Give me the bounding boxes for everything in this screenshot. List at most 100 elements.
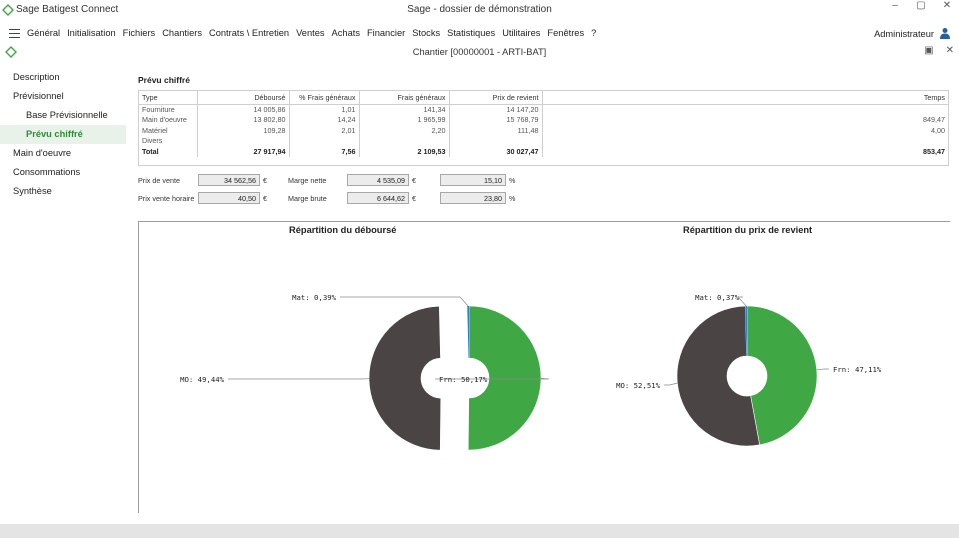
table-row[interactable]: Matériel 109,28 2,01 2,20 111,48 4,00 [139,125,948,136]
margin-form: Prix de vente 34 562,56 € Prix vente hor… [138,173,538,207]
menu-item[interactable]: Initialisation [67,28,116,38]
menu-item[interactable]: Général [27,28,61,38]
menu-item[interactable]: Utilitaires [502,28,541,38]
app-title: Sage Batigest Connect [16,4,119,15]
slice-label: Frn: 47,11% [833,365,882,374]
sidebar-item-base-previsionnelle[interactable]: Base Prévisionnelle [26,110,108,120]
slice-label: MO: 52,51% [616,381,661,390]
table-cell: Matériel [139,125,198,136]
prix-horaire-label: Prix vente horaire [138,194,195,203]
table-cell [197,135,290,146]
donut-slice[interactable] [368,305,442,451]
marge-nette-field[interactable]: 4 535,09 [347,174,409,186]
prix-vente-label: Prix de vente [138,176,180,185]
marge-brute-pct-field[interactable]: 23,80 [440,192,506,204]
prix-vente-unit: € [263,176,267,185]
column-header[interactable]: Prix de revient [449,91,543,105]
leader-line [664,382,678,386]
table-total-cell: 853,47 [923,146,945,156]
marge-nette-pct-field[interactable]: 15,10 [440,174,506,186]
restore-icon[interactable]: ▣ [924,45,934,56]
table-total-row: Total 27 917,94 7,56 2 109,53 30 027,47 853,4… [139,146,948,157]
minimize-icon[interactable]: – [892,0,898,11]
donut-slice[interactable] [746,305,818,446]
column-header[interactable]: Frais généraux [359,91,450,105]
close-document-icon[interactable]: ✕ [945,45,954,56]
table-cell: 1,01 [289,104,360,115]
sidebar-item-consommations[interactable]: Consommations [13,167,81,177]
column-header[interactable]: Temps [542,91,948,105]
table-cell: 2,01 [289,125,360,136]
sidebar: Description Prévisionnel Base Prévisionn… [0,68,126,201]
table-cell: 14 005,86 [197,104,290,115]
table-cell [289,135,360,146]
table-total-cell: 7,56 [289,146,360,157]
menu-item[interactable]: Statistiques [447,28,496,38]
slice-label: Mat: 0,39% [292,293,337,302]
slice-label: MO: 49,44% [180,375,225,384]
user-icon[interactable] [939,27,951,39]
table-cell [359,135,450,146]
table-row[interactable]: Fourniture 14 005,86 1,01 141,34 14 147,20 [139,104,948,115]
column-header[interactable]: Type [139,91,198,105]
marge-nette-unit: € [412,176,416,185]
leader-line [340,296,469,307]
menu-item[interactable]: ? [591,28,597,38]
table-cell: Divers [139,135,198,146]
home-icon[interactable] [5,46,17,58]
menu-item[interactable]: Stocks [412,28,441,38]
maximize-icon[interactable]: ▢ [916,0,926,11]
marge-brute-field[interactable]: 6 644,62 [347,192,409,204]
marge-brute-unit: € [412,194,416,203]
menu-item[interactable]: Contrats \ Entretien [209,28,290,38]
document-bar: Chantier [00000001 - ARTI-BAT] ▣ ✕ [0,44,959,60]
table-cell: 14,24 [289,114,360,125]
sidebar-item-prevu-chiffre[interactable]: Prévu chiffré [0,125,126,144]
donut-slice[interactable] [467,305,542,451]
menu-item[interactable]: Fichiers [122,28,156,38]
table-cell: 111,48 [449,125,543,136]
table-total-cell: Total [139,146,198,157]
sidebar-item-main-oeuvre[interactable]: Main d'oeuvre [13,148,72,158]
status-bar [0,524,959,538]
table-cell: 13 802,80 [197,114,290,125]
sidebar-item-synthese[interactable]: Synthèse [13,186,52,196]
menu-item[interactable]: Chantiers [162,28,202,38]
marge-nette-label: Marge nette [288,176,327,185]
prix-horaire-field[interactable]: 40,50 [198,192,260,204]
marge-brute-pct-unit: % [509,194,516,203]
chart-title-debourse: Répartition du déboursé [289,225,397,235]
sidebar-item-previsionnel[interactable]: Prévisionnel [13,91,64,101]
prix-vente-field[interactable]: 34 562,56 [198,174,260,186]
table-cell [542,136,948,147]
donut-slice[interactable] [676,305,760,447]
slice-label: Mat: 0,37% [695,293,740,302]
slice-label: Frn: 50,17% [439,375,488,384]
title-bar: Sage Batigest Connect Sage - dossier de … [0,0,959,20]
menu-item[interactable]: Ventes [296,28,325,38]
donut-slice[interactable] [467,306,469,359]
table-cell: 15 768,79 [449,114,543,125]
menu-item[interactable]: Achats [331,28,360,38]
prix-horaire-unit: € [263,194,267,203]
table-total-cell: 2 109,53 [359,146,450,157]
close-icon[interactable]: ✕ [942,0,952,11]
charts-panel: Répartition du déboursé Répartition du p… [138,221,950,513]
column-header[interactable]: Déboursé [197,91,290,105]
section-title: Prévu chiffré [138,75,190,85]
sidebar-item-description[interactable]: Description [13,72,60,82]
hamburger-menu-icon[interactable] [9,29,20,38]
table-row[interactable]: Divers [139,135,948,147]
donut-charts: Frn: 50,17% MO: 49,44% Mat: 0,39% Frn: 47,1… [180,293,882,451]
table-row[interactable]: Main d'oeuvre 13 802,80 14,24 1 965,99 15 76… [139,114,948,125]
menu-item[interactable]: Financier [366,28,406,38]
donut-slice[interactable] [745,306,747,357]
document-title: Sage - dossier de démonstration [407,4,552,15]
menu-item[interactable]: Fenêtres [547,28,585,38]
table-cell: 2,20 [359,125,450,136]
table-cell: 14 147,20 [449,104,543,115]
column-header[interactable]: % Frais généraux [289,91,360,105]
user-name[interactable]: Administrateur [874,29,934,39]
leader-line [435,378,550,380]
table-cell: Fourniture [139,104,198,115]
